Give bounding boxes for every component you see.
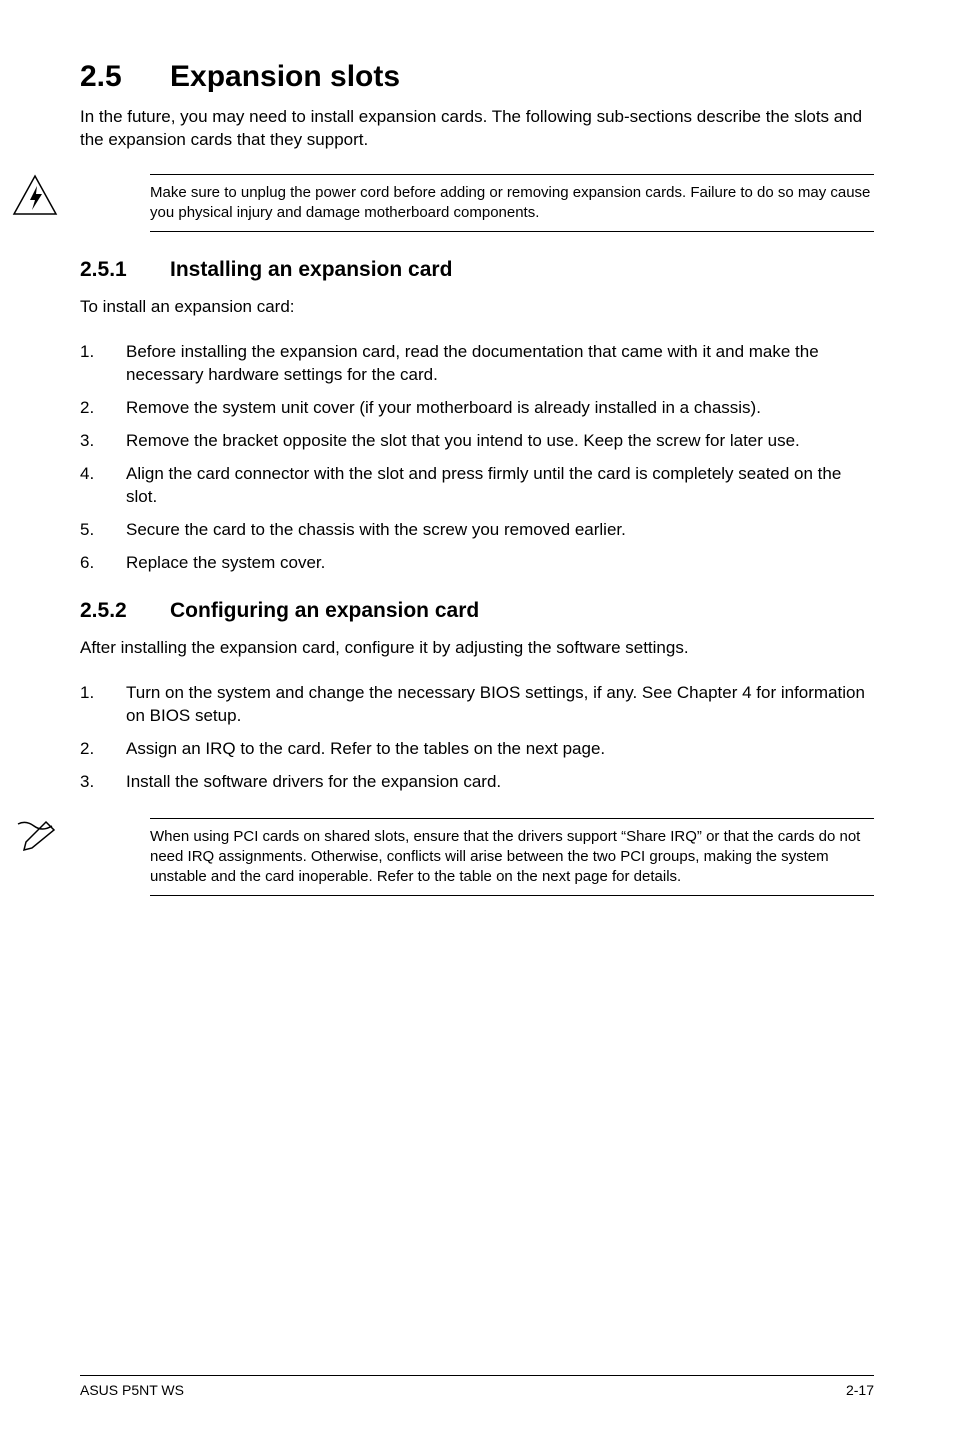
warning-callout: Make sure to unplug the power cord befor… xyxy=(80,174,874,259)
list-item: 3. Remove the bracket opposite the slot … xyxy=(80,430,874,453)
section-heading: 2.5Expansion slots xyxy=(80,60,874,94)
step-number: 2. xyxy=(80,738,126,761)
page: 2.5Expansion slots In the future, you ma… xyxy=(0,0,954,1438)
subsection-number: 2.5.1 xyxy=(80,258,170,282)
step-text: Secure the card to the chassis with the … xyxy=(126,519,874,542)
step-number: 1. xyxy=(80,341,126,387)
lead-text: After installing the expansion card, con… xyxy=(80,637,874,660)
step-number: 4. xyxy=(80,463,126,509)
footer-right: 2-17 xyxy=(846,1382,874,1398)
step-number: 6. xyxy=(80,552,126,575)
section-number: 2.5 xyxy=(80,60,170,94)
subsection-heading: 2.5.1Installing an expansion card xyxy=(80,258,874,282)
note-text: When using PCI cards on shared slots, en… xyxy=(150,827,874,888)
list-item: 4. Align the card connector with the slo… xyxy=(80,463,874,509)
subsection-title: Configuring an expansion card xyxy=(170,599,479,622)
step-number: 1. xyxy=(80,682,126,728)
list-item: 2. Remove the system unit cover (if your… xyxy=(80,397,874,420)
section-title: Expansion slots xyxy=(170,60,400,93)
list-item: 6. Replace the system cover. xyxy=(80,552,874,575)
step-text: Before installing the expansion card, re… xyxy=(126,341,874,387)
step-number: 5. xyxy=(80,519,126,542)
install-steps-list: 1. Before installing the expansion card,… xyxy=(80,341,874,575)
step-number: 2. xyxy=(80,397,126,420)
subsection-number: 2.5.2 xyxy=(80,599,170,623)
step-text: Remove the bracket opposite the slot tha… xyxy=(126,430,874,453)
list-item: 1. Before installing the expansion card,… xyxy=(80,341,874,387)
step-text: Turn on the system and change the necess… xyxy=(126,682,874,728)
footer-left: ASUS P5NT WS xyxy=(80,1382,184,1398)
lead-text: To install an expansion card: xyxy=(80,296,874,319)
pencil-note-icon xyxy=(10,818,60,854)
list-item: 1. Turn on the system and change the nec… xyxy=(80,682,874,728)
intro-paragraph: In the future, you may need to install e… xyxy=(80,106,874,152)
step-text: Remove the system unit cover (if your mo… xyxy=(126,397,874,420)
step-text: Assign an IRQ to the card. Refer to the … xyxy=(126,738,874,761)
warning-text: Make sure to unplug the power cord befor… xyxy=(150,183,874,224)
subsection-title: Installing an expansion card xyxy=(170,258,452,281)
list-item: 2. Assign an IRQ to the card. Refer to t… xyxy=(80,738,874,761)
subsection-heading: 2.5.2Configuring an expansion card xyxy=(80,599,874,623)
step-text: Replace the system cover. xyxy=(126,552,874,575)
step-text: Install the software drivers for the exp… xyxy=(126,771,874,794)
step-number: 3. xyxy=(80,771,126,794)
configure-steps-list: 1. Turn on the system and change the nec… xyxy=(80,682,874,794)
list-item: 3. Install the software drivers for the … xyxy=(80,771,874,794)
page-footer: ASUS P5NT WS 2-17 xyxy=(80,1375,874,1398)
list-item: 5. Secure the card to the chassis with t… xyxy=(80,519,874,542)
lightning-triangle-icon xyxy=(10,174,60,216)
step-text: Align the card connector with the slot a… xyxy=(126,463,874,509)
step-number: 3. xyxy=(80,430,126,453)
note-callout: When using PCI cards on shared slots, en… xyxy=(80,818,874,923)
